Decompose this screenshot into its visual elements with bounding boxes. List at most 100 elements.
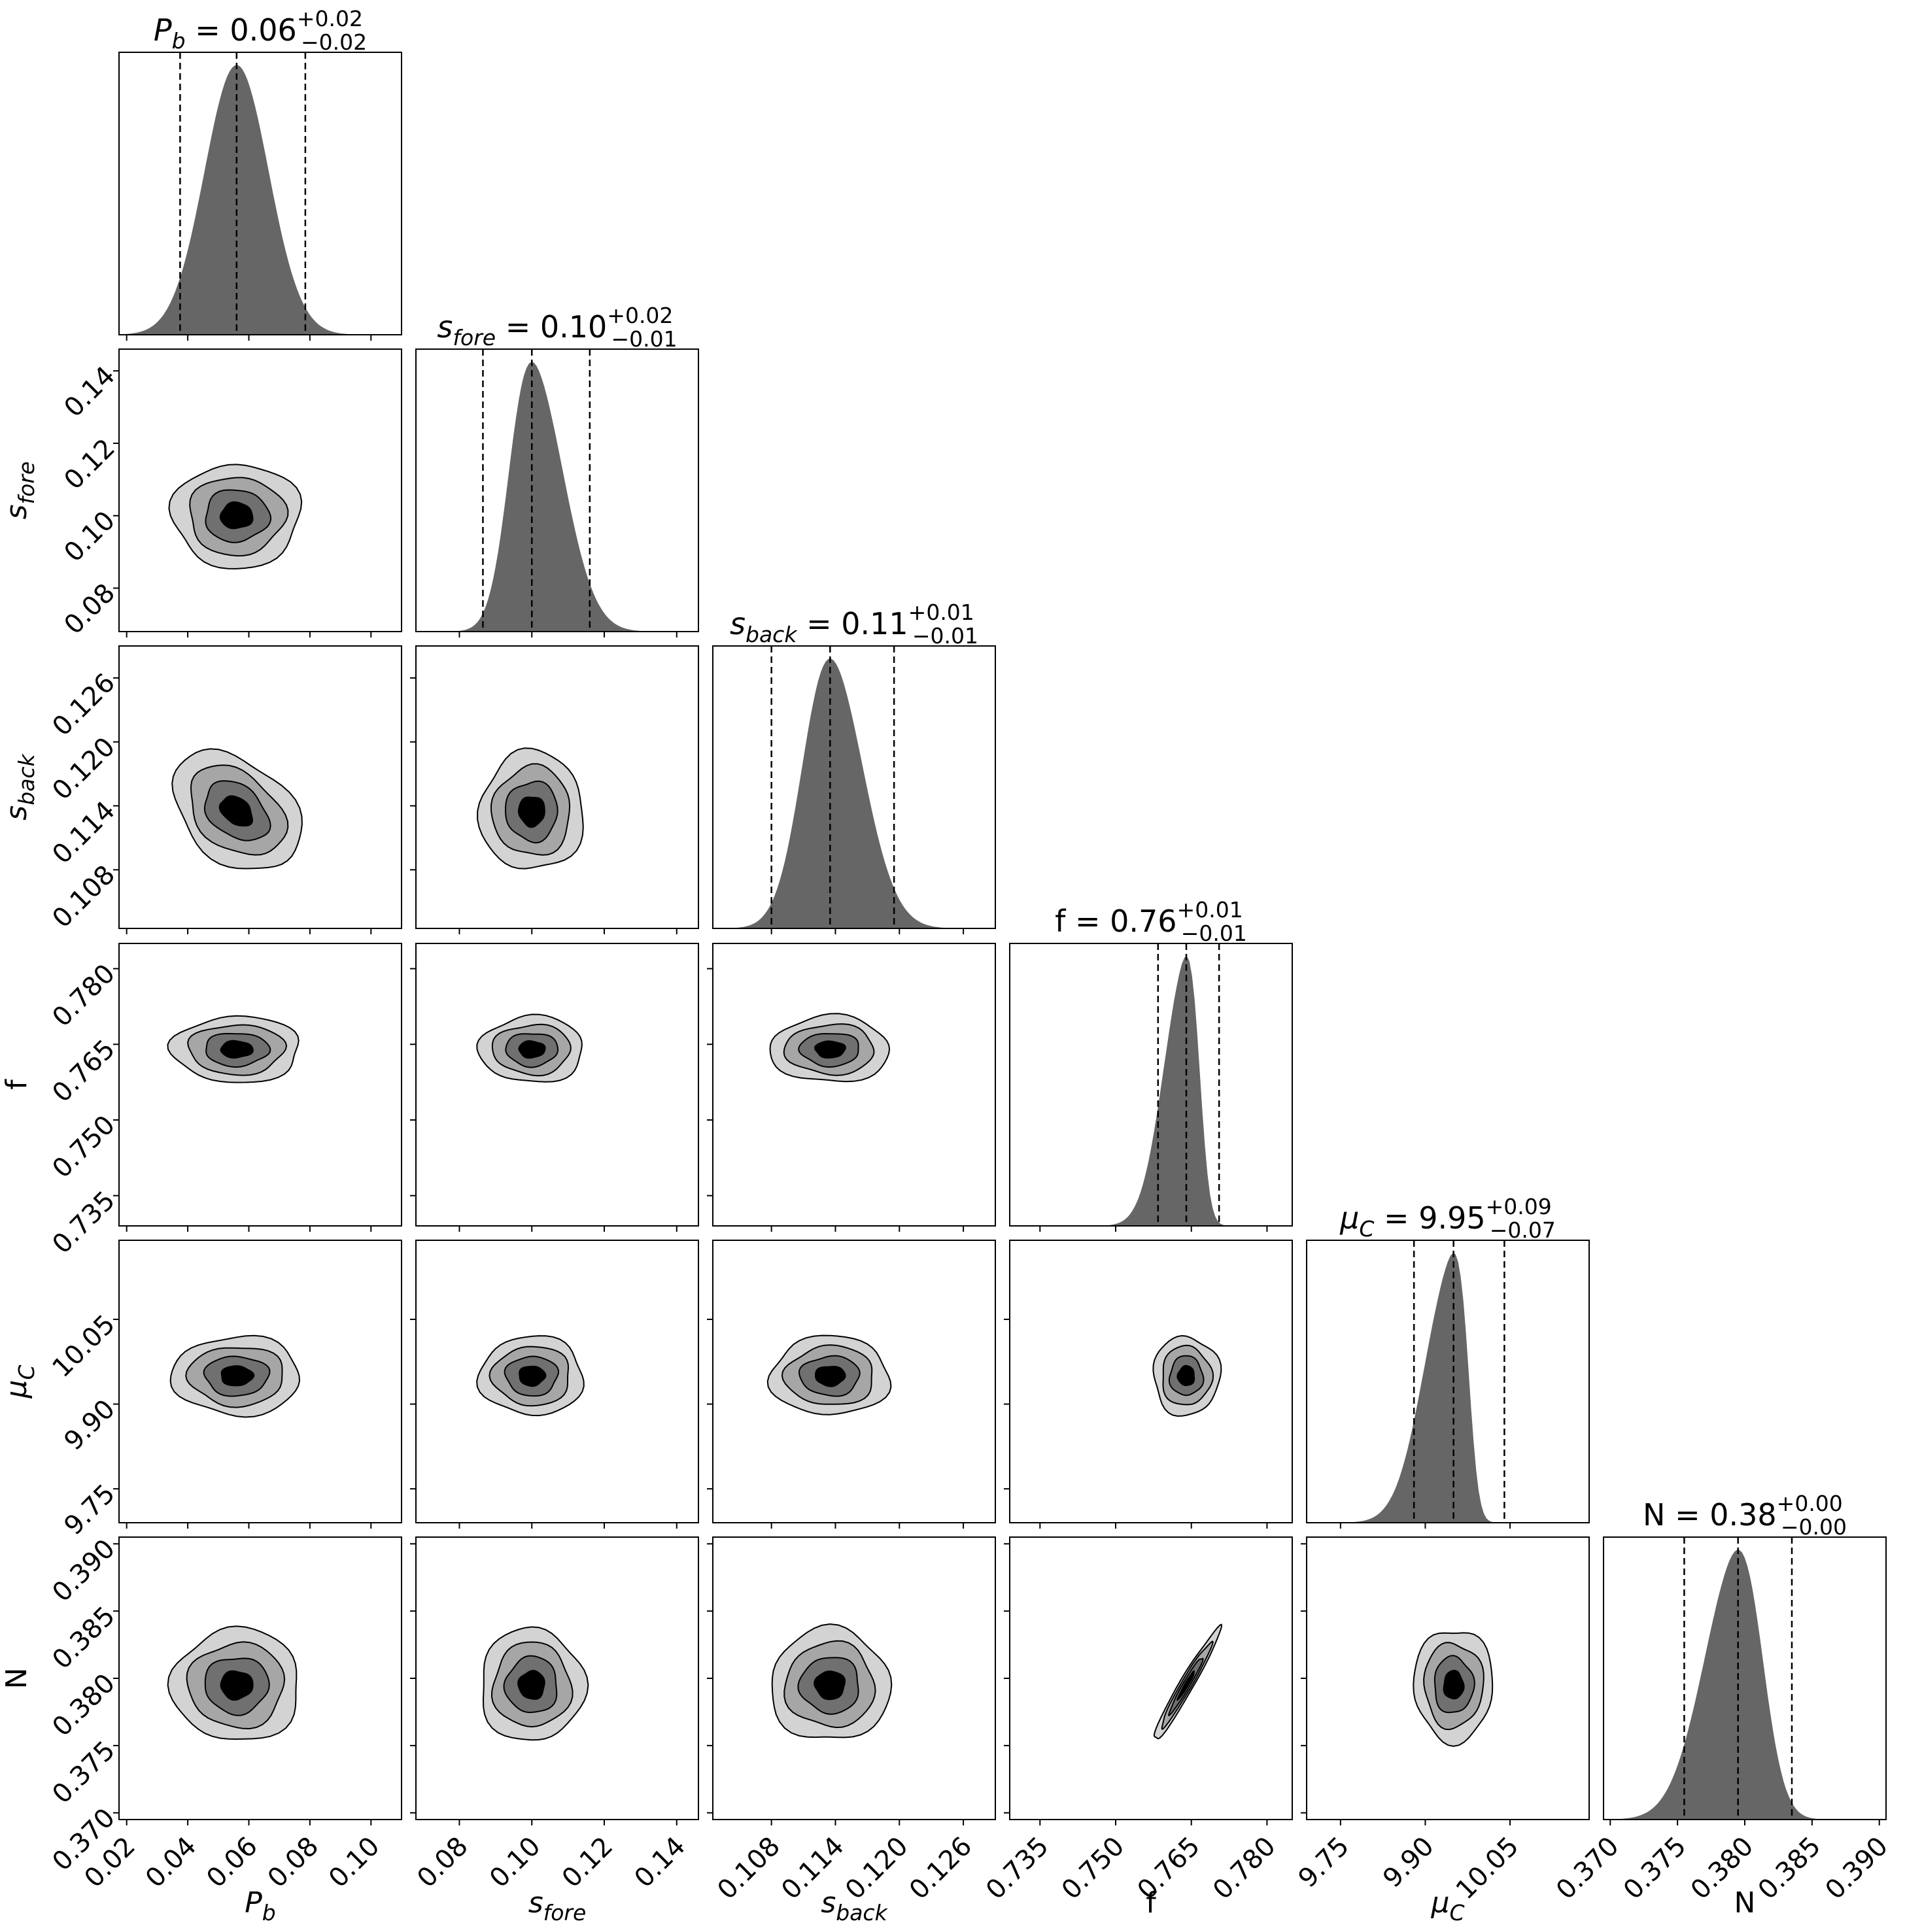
x-tick-label: 0.06 <box>201 1831 264 1894</box>
contour-level-4 <box>517 796 545 828</box>
x-axis-label-s_back: sback <box>821 1886 888 1925</box>
y-tick-label: 0.10 <box>58 505 121 568</box>
title-subscript: fore <box>453 325 496 350</box>
axis-label-symbol: μ <box>1430 1886 1449 1920</box>
panel-frame <box>118 645 402 929</box>
title-value: = 0.11 <box>797 606 908 641</box>
title-plus: +0.00 <box>1777 1491 1843 1516</box>
axis-label-symbol: f <box>0 1079 33 1090</box>
title-minus: −0.02 <box>301 29 367 55</box>
x-tick-label: 0.08 <box>262 1831 325 1894</box>
title-plus: +0.01 <box>908 600 974 625</box>
title-value: = 9.95 <box>1374 1200 1485 1236</box>
histogram-N <box>1604 1550 1886 1820</box>
contour-level-4 <box>1443 1669 1465 1700</box>
panel-mu_C-vs-s_fore <box>410 1240 699 1529</box>
panel-Pb-vs-Pb: Pb = 0.06+0.02 −0.02 <box>118 6 402 341</box>
title-value: = 0.76 <box>1065 904 1176 939</box>
panel-frame <box>1306 1240 1590 1523</box>
title-s_back: sback = 0.11+0.01 −0.01 <box>730 600 978 649</box>
title-minus: −0.01 <box>912 623 978 649</box>
x-tick-label: 9.75 <box>1293 1831 1356 1894</box>
contour-level-4 <box>1176 1364 1195 1386</box>
histogram-Pb <box>119 65 402 335</box>
title-minus: −0.01 <box>611 326 677 352</box>
axis-label-symbol: s <box>821 1886 836 1920</box>
panel-frame <box>118 943 402 1227</box>
contour-level-4 <box>220 1670 254 1701</box>
title-s_fore: sfore = 0.10+0.02 −0.01 <box>437 303 677 352</box>
y-tick-label: 9.90 <box>58 1394 121 1457</box>
panel-frame <box>1009 1536 1293 1820</box>
contour-level-4 <box>1176 1670 1195 1701</box>
contour-level-4 <box>519 1365 547 1387</box>
x-tick-label: 0.750 <box>1056 1831 1131 1906</box>
x-tick-label: 0.375 <box>1618 1831 1692 1906</box>
y-tick-label: 9.75 <box>58 1479 121 1542</box>
y-tick-label: 0.780 <box>46 958 121 1033</box>
contour-level-4 <box>517 1670 545 1700</box>
title-plus: +0.01 <box>1177 897 1243 923</box>
axis-label-subscript: fore <box>543 1900 587 1925</box>
x-tick-label: 10.05 <box>1450 1831 1525 1906</box>
panel-mu_C-vs-s_back <box>707 1240 996 1529</box>
y-tick-label: 0.108 <box>46 860 121 934</box>
x-tick-label: 0.126 <box>904 1831 978 1906</box>
axis-label-symbol: f <box>1146 1886 1157 1920</box>
title-Pb: Pb = 0.06+0.02 −0.02 <box>154 6 367 55</box>
axis-label-symbol: N <box>0 1668 33 1689</box>
panel-s_back-vs-s_fore <box>410 645 699 934</box>
panel-frame <box>415 943 699 1227</box>
histogram-mu_C <box>1307 1253 1589 1523</box>
contour-level-4 <box>220 1040 254 1059</box>
contour-level-4 <box>220 1365 255 1387</box>
x-tick-label: 0.04 <box>140 1831 203 1894</box>
title-subscript: back <box>746 622 798 647</box>
x-tick-label: 0.10 <box>323 1831 386 1894</box>
y-tick-label: 0.380 <box>46 1668 121 1742</box>
y-axis-label-s_back: sback <box>0 753 39 820</box>
y-tick-label: 0.735 <box>46 1185 121 1260</box>
panel-frame <box>415 348 699 632</box>
y-tick-label: 0.390 <box>46 1534 121 1608</box>
x-tick-label: 9.90 <box>1377 1831 1440 1894</box>
panel-frame <box>415 1240 699 1523</box>
x-axis-label-N: N <box>1734 1886 1756 1920</box>
x-tick-label: 0.390 <box>1819 1831 1894 1906</box>
histogram-s_back <box>713 658 995 928</box>
title-minus: −0.07 <box>1490 1217 1556 1243</box>
title-symbol: μ <box>1339 1200 1359 1236</box>
title-symbol: N <box>1643 1497 1665 1533</box>
panel-mu_C-vs-Pb: 9.75 9.90 10.05 <box>46 1240 402 1541</box>
panel-f-vs-s_fore <box>410 943 699 1232</box>
panel-N-vs-s_fore: 0.08 0.10 0.12 0.14 <box>410 1536 699 1893</box>
title-minus: −0.00 <box>1781 1514 1847 1540</box>
panel-s_back-vs-s_back: sback = 0.11+0.01 −0.01 <box>712 600 996 934</box>
x-axis-label-mu_C: μC <box>1430 1886 1464 1925</box>
title-plus: +0.02 <box>297 6 363 31</box>
title-mu_C: μC = 9.95+0.09 −0.07 <box>1339 1194 1556 1243</box>
panel-s_fore-vs-Pb: 0.08 0.10 0.12 0.14 <box>58 348 402 641</box>
axis-label-symbol: P <box>245 1886 262 1920</box>
x-tick-label: 0.120 <box>840 1831 914 1906</box>
axis-label-symbol: s <box>0 805 33 821</box>
contour-level-4 <box>518 1040 546 1059</box>
title-plus: +0.02 <box>607 303 673 328</box>
y-tick-label: 0.750 <box>46 1110 121 1184</box>
title-subscript: b <box>172 28 186 54</box>
panel-s_fore-vs-s_fore: sfore = 0.10+0.02 −0.01 <box>415 303 699 637</box>
y-tick-label: 10.05 <box>46 1309 121 1383</box>
title-symbol: f <box>1055 904 1067 939</box>
panel-frame <box>118 1240 402 1523</box>
panel-frame <box>1009 943 1293 1227</box>
axis-label-symbol: s <box>528 1886 543 1920</box>
y-tick-label: 0.08 <box>58 578 121 641</box>
axis-label-subscript: C <box>1449 1900 1464 1925</box>
x-axis-label-f: f <box>1146 1886 1157 1920</box>
panel-N-vs-f: 0.735 0.750 0.765 0.780 <box>980 1536 1293 1906</box>
title-value: = 0.10 <box>496 309 607 345</box>
panel-N-vs-N: N = 0.38+0.00 −0.000.3700.3750.3800.3850.… <box>1551 1491 1894 1905</box>
panel-mu_C-vs-f <box>1004 1240 1293 1529</box>
